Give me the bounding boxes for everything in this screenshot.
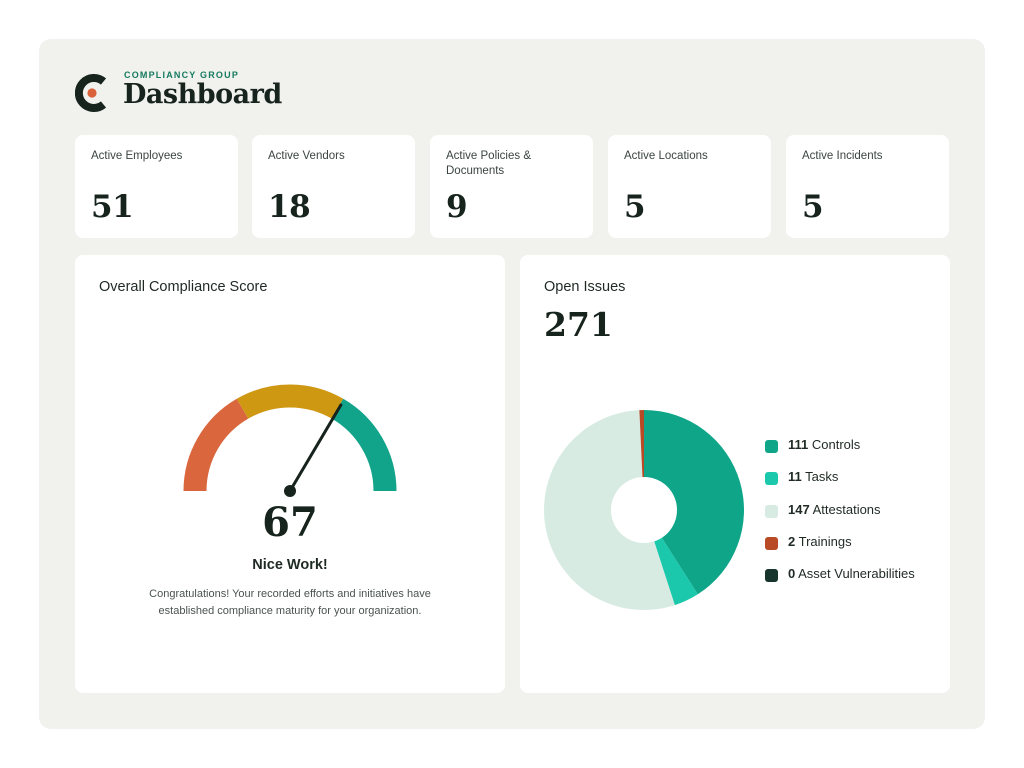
gauge-needle xyxy=(288,403,343,493)
legend-label: Controls xyxy=(811,437,861,452)
stat-label: Active Employees xyxy=(91,150,183,162)
stat-label: Active Policies & Documents xyxy=(446,150,532,177)
legend-swatch xyxy=(765,569,778,583)
stat-value: 51 xyxy=(91,189,134,225)
stat-label: Active Locations xyxy=(624,150,708,162)
legend-count: 11 xyxy=(788,469,802,485)
gauge-segment-mid xyxy=(236,384,344,419)
stat-value: 5 xyxy=(624,189,646,225)
legend-count: 147 xyxy=(788,501,810,517)
score-heading: Nice Work! xyxy=(252,557,328,573)
legend-label: Trainings xyxy=(798,533,852,549)
page-title: Dashboard xyxy=(123,79,282,110)
dashboard-frame: COMPLIANCY GROUP Dashboard Active Employ… xyxy=(39,39,985,729)
stat-card-vendors[interactable]: Active Vendors 18 xyxy=(252,135,415,238)
panel-title: Overall Compliance Score xyxy=(99,279,268,295)
panel-title: Open Issues xyxy=(544,279,626,295)
open-issues-total: 271 xyxy=(544,305,613,344)
open-issues-panel: Open Issues 271 111 Controls 11 Tasks 14… xyxy=(520,255,950,693)
gauge-segment-high xyxy=(331,398,397,492)
pie-slice-attestations[interactable] xyxy=(543,410,675,610)
compliancy-group-logo xyxy=(75,74,107,112)
legend-label: Asset Vulnerabilities xyxy=(798,566,915,582)
stat-value: 9 xyxy=(446,189,468,225)
open-issues-pie-chart xyxy=(543,410,744,610)
legend-label: Tasks xyxy=(805,469,839,485)
stat-value: 5 xyxy=(802,189,824,225)
legend-label: Attestations xyxy=(812,501,881,517)
company-name: COMPLIANCY GROUP xyxy=(124,70,240,80)
donut-hole xyxy=(611,477,677,543)
legend-swatch xyxy=(765,536,778,550)
legend-swatch xyxy=(765,472,778,486)
gauge-segment-low xyxy=(183,398,249,492)
stat-card-incidents[interactable]: Active Incidents 5 xyxy=(786,135,949,238)
legend-count: 0 xyxy=(788,566,796,582)
stat-card-locations[interactable]: Active Locations 5 xyxy=(608,135,771,238)
legend-count: 2 xyxy=(788,533,796,549)
stat-card-employees[interactable]: Active Employees 51 xyxy=(75,135,238,238)
compliance-score-value: 67 xyxy=(262,499,318,546)
pie-slice-controls[interactable] xyxy=(644,410,744,595)
stat-value: 18 xyxy=(268,189,311,225)
legend-swatch xyxy=(765,504,778,518)
legend-count: 111 xyxy=(788,437,809,452)
score-message: Congratulations! Your recorded efforts a… xyxy=(149,588,431,617)
stat-card-policies[interactable]: Active Policies & Documents 9 xyxy=(430,135,593,238)
gauge-needle-hub xyxy=(284,485,296,497)
compliance-gauge xyxy=(183,384,397,497)
stat-label: Active Incidents xyxy=(802,150,883,162)
compliance-score-panel: Overall Compliance Score 67 Nice Work! C… xyxy=(75,255,505,693)
legend-swatch xyxy=(765,440,778,453)
stat-label: Active Vendors xyxy=(268,150,345,162)
